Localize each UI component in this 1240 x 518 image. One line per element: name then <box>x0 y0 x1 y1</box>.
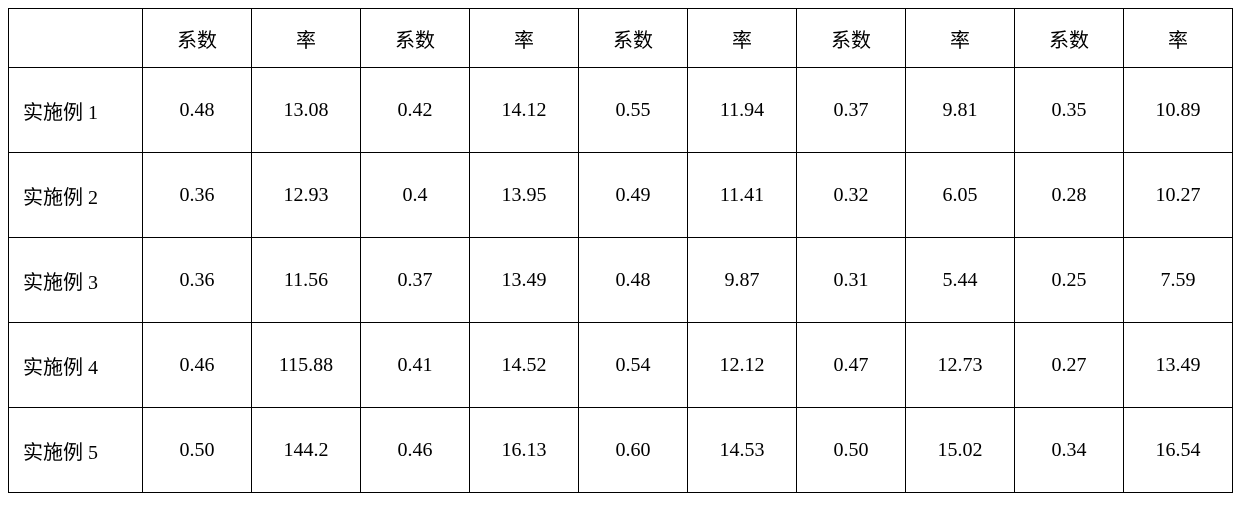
col-header: 率 <box>1124 9 1233 68</box>
col-header <box>9 9 143 68</box>
cell: 14.12 <box>470 68 579 153</box>
cell: 0.37 <box>361 238 470 323</box>
cell: 16.54 <box>1124 408 1233 493</box>
cell: 6.05 <box>906 153 1015 238</box>
cell: 14.52 <box>470 323 579 408</box>
cell: 0.28 <box>1015 153 1124 238</box>
cell: 0.27 <box>1015 323 1124 408</box>
cell: 0.50 <box>797 408 906 493</box>
cell: 15.02 <box>906 408 1015 493</box>
row-label: 实施例 4 <box>9 323 143 408</box>
cell: 0.36 <box>143 153 252 238</box>
cell: 0.48 <box>579 238 688 323</box>
col-header: 系数 <box>797 9 906 68</box>
cell: 13.49 <box>1124 323 1233 408</box>
cell: 0.32 <box>797 153 906 238</box>
cell: 0.35 <box>1015 68 1124 153</box>
cell: 0.46 <box>361 408 470 493</box>
cell: 0.55 <box>579 68 688 153</box>
cell: 12.93 <box>252 153 361 238</box>
table-row: 实施例 2 0.36 12.93 0.4 13.95 0.49 11.41 0.… <box>9 153 1233 238</box>
cell: 0.46 <box>143 323 252 408</box>
col-header: 系数 <box>1015 9 1124 68</box>
cell: 13.95 <box>470 153 579 238</box>
cell: 11.56 <box>252 238 361 323</box>
cell: 13.08 <box>252 68 361 153</box>
cell: 0.36 <box>143 238 252 323</box>
cell: 12.73 <box>906 323 1015 408</box>
cell: 11.94 <box>688 68 797 153</box>
cell: 12.12 <box>688 323 797 408</box>
row-label: 实施例 3 <box>9 238 143 323</box>
cell: 5.44 <box>906 238 1015 323</box>
cell: 144.2 <box>252 408 361 493</box>
col-header: 率 <box>252 9 361 68</box>
col-header: 率 <box>470 9 579 68</box>
row-label: 实施例 2 <box>9 153 143 238</box>
cell: 115.88 <box>252 323 361 408</box>
table-row: 实施例 3 0.36 11.56 0.37 13.49 0.48 9.87 0.… <box>9 238 1233 323</box>
table-header-row: 系数 率 系数 率 系数 率 系数 率 系数 率 <box>9 9 1233 68</box>
col-header: 系数 <box>361 9 470 68</box>
table-row: 实施例 4 0.46 115.88 0.41 14.52 0.54 12.12 … <box>9 323 1233 408</box>
cell: 0.42 <box>361 68 470 153</box>
cell: 9.81 <box>906 68 1015 153</box>
cell: 0.60 <box>579 408 688 493</box>
row-label: 实施例 5 <box>9 408 143 493</box>
cell: 0.47 <box>797 323 906 408</box>
cell: 0.48 <box>143 68 252 153</box>
cell: 0.37 <box>797 68 906 153</box>
col-header: 系数 <box>143 9 252 68</box>
cell: 0.34 <box>1015 408 1124 493</box>
col-header: 率 <box>906 9 1015 68</box>
col-header: 系数 <box>579 9 688 68</box>
cell: 10.27 <box>1124 153 1233 238</box>
cell: 0.54 <box>579 323 688 408</box>
table-row: 实施例 1 0.48 13.08 0.42 14.12 0.55 11.94 0… <box>9 68 1233 153</box>
cell: 7.59 <box>1124 238 1233 323</box>
col-header: 率 <box>688 9 797 68</box>
cell: 16.13 <box>470 408 579 493</box>
cell: 0.31 <box>797 238 906 323</box>
cell: 0.50 <box>143 408 252 493</box>
cell: 0.25 <box>1015 238 1124 323</box>
cell: 0.49 <box>579 153 688 238</box>
row-label: 实施例 1 <box>9 68 143 153</box>
data-table: 系数 率 系数 率 系数 率 系数 率 系数 率 实施例 1 0.48 13.0… <box>8 8 1233 493</box>
table-row: 实施例 5 0.50 144.2 0.46 16.13 0.60 14.53 0… <box>9 408 1233 493</box>
cell: 0.4 <box>361 153 470 238</box>
cell: 11.41 <box>688 153 797 238</box>
cell: 10.89 <box>1124 68 1233 153</box>
cell: 0.41 <box>361 323 470 408</box>
cell: 13.49 <box>470 238 579 323</box>
cell: 9.87 <box>688 238 797 323</box>
cell: 14.53 <box>688 408 797 493</box>
